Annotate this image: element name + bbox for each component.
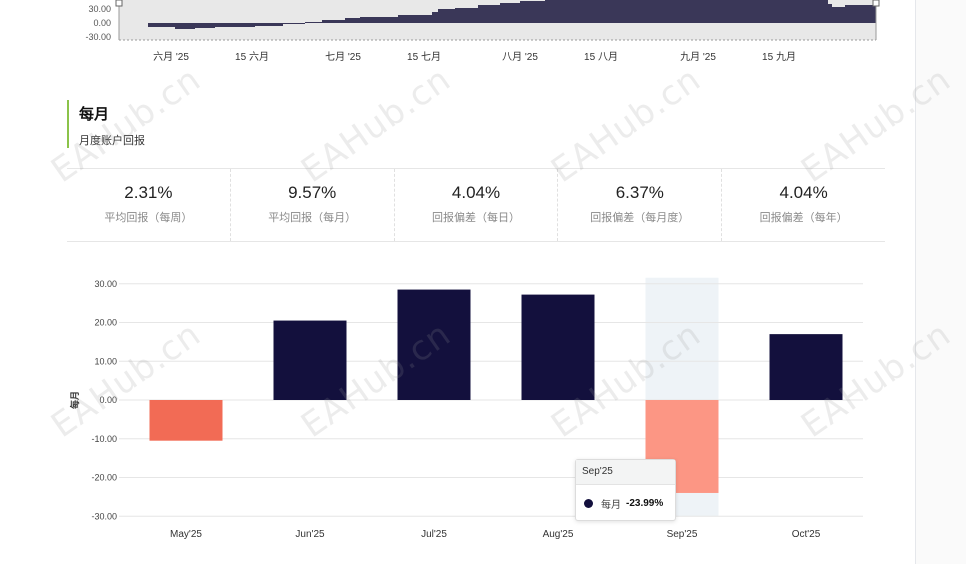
y-tick-label: -20.00 — [91, 473, 117, 483]
bar-Aug-25[interactable] — [521, 294, 595, 400]
stat-value: 9.57% — [288, 183, 337, 202]
navigator-left-handle[interactable] — [115, 0, 123, 7]
bar-Jun-25[interactable] — [273, 320, 347, 400]
stat-value: 4.04% — [451, 183, 501, 202]
x-tick-label: Jun'25 — [295, 529, 325, 540]
right-gutter — [915, 0, 966, 564]
y-tick-label: -10.00 — [91, 434, 117, 444]
stat-label: 回报偏差（每年） — [759, 212, 848, 224]
x-tick-label: Jul'25 — [421, 529, 447, 540]
stat-value: 4.04% — [779, 183, 828, 202]
tooltip-series-name: 每月 — [601, 500, 621, 511]
navigator-equity-area — [119, 0, 876, 29]
navigator-y-tick: 0.00 — [93, 18, 111, 28]
navigator-x-tick: 15 八月 — [584, 51, 618, 63]
bar-Jul-25[interactable] — [397, 289, 471, 400]
bar-Oct-25[interactable] — [769, 334, 843, 400]
stat-dev-daily: 4.04% 回报偏差（每日） — [395, 169, 559, 241]
tooltip-header: Sep'25 — [576, 460, 675, 485]
navigator-x-tick: 15 九月 — [762, 51, 796, 63]
navigator-right-handle[interactable] — [872, 0, 880, 7]
x-tick-label: Aug'25 — [543, 529, 574, 540]
series-dot-icon — [584, 499, 593, 508]
section-header: 每月 月度账户回报 — [67, 100, 145, 148]
navigator-y-tick: 30.00 — [88, 4, 111, 14]
x-tick-label: Oct'25 — [792, 529, 821, 540]
navigator-x-tick: 七月 '25 — [325, 51, 361, 63]
stats-row: 2.31% 平均回报（每周） 9.57% 平均回报（每月） 4.04% 回报偏差… — [67, 168, 885, 242]
y-tick-label: 10.00 — [94, 356, 117, 366]
y-tick-label: 30.00 — [94, 279, 117, 289]
stat-value: 2.31% — [124, 183, 173, 202]
section-subtitle: 月度账户回报 — [79, 135, 145, 147]
chart-tooltip: Sep'25 每月 -23.99% — [575, 459, 676, 521]
x-tick-label: May'25 — [170, 529, 202, 540]
navigator-chart[interactable]: 30.00 0.00 -30.00 六月 '25 15 六月 七月 '25 15 七月 八月… — [0, 0, 915, 70]
y-tick-label: 20.00 — [94, 318, 117, 328]
stat-avg-weekly: 2.31% 平均回报（每周） — [67, 169, 231, 241]
stat-label: 回报偏差（每月度） — [590, 212, 690, 224]
stat-dev-yearly: 4.04% 回报偏差（每年） — [722, 169, 885, 241]
y-tick-label: -30.00 — [91, 511, 117, 521]
navigator-x-tick: 15 六月 — [235, 51, 269, 63]
stat-label: 平均回报（每月） — [268, 212, 357, 224]
tooltip-value: -23.99% — [626, 498, 664, 509]
y-tick-label: 0.00 — [99, 395, 117, 405]
navigator-x-tick: 九月 '25 — [680, 51, 716, 63]
navigator-y-tick: -30.00 — [85, 32, 111, 42]
x-tick-label: Sep'25 — [667, 529, 698, 540]
monthly-returns-chart[interactable]: 30.00 20.00 10.00 0.00 -10.00 -20.00 -30.00 Ma… — [0, 260, 915, 550]
section-title: 每月 — [79, 106, 110, 123]
stat-value: 6.37% — [615, 183, 664, 202]
navigator-x-tick: 八月 '25 — [502, 51, 538, 63]
stat-label: 平均回报（每周） — [104, 212, 193, 224]
y-axis-label: 每月 — [69, 391, 80, 409]
tooltip-row: 每月 -23.99% — [576, 485, 675, 511]
stat-avg-monthly: 9.57% 平均回报（每月） — [231, 169, 395, 241]
bar-May-25[interactable] — [149, 400, 223, 441]
stat-label: 回报偏差（每日） — [431, 212, 520, 224]
navigator-x-tick: 六月 '25 — [153, 51, 189, 63]
stat-dev-monthly: 6.37% 回报偏差（每月度） — [558, 169, 723, 241]
navigator-x-tick: 15 七月 — [407, 51, 441, 63]
